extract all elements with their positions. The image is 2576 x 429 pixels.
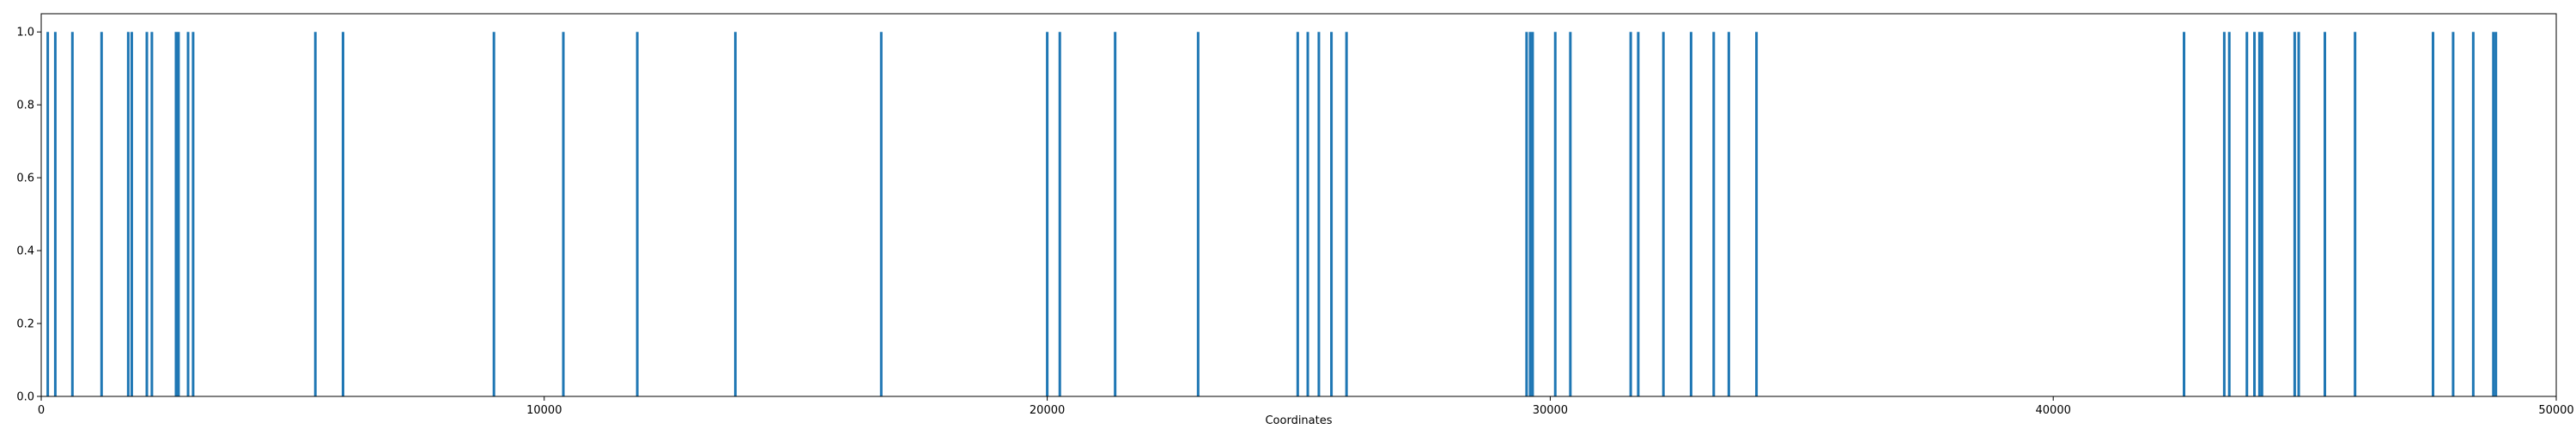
bar: [2227, 32, 2231, 397]
bar: [145, 32, 149, 397]
bar: [1306, 32, 1309, 397]
bar: [177, 32, 180, 397]
bar: [130, 32, 133, 397]
bar: [2324, 32, 2327, 397]
bar: [1317, 32, 1321, 397]
bar: [1531, 32, 1534, 397]
bar: [150, 32, 154, 397]
bar: [1046, 32, 1049, 397]
bar: [2431, 32, 2434, 397]
bar: [733, 32, 737, 397]
bar: [100, 32, 103, 397]
bar: [1196, 32, 1200, 397]
y-tick-label: 1.0: [16, 27, 34, 39]
bar: [1296, 32, 1299, 397]
bar: [2222, 32, 2226, 397]
x-axis-ticks: 0 10000 20000 30000 40000 50000: [38, 396, 2574, 417]
bar: [2253, 32, 2257, 397]
bar: [2492, 32, 2495, 397]
x-axis-label: Coordinates: [1265, 414, 1332, 427]
bar: [2245, 32, 2249, 397]
bar: [2260, 32, 2263, 397]
plot-frame: [40, 13, 2557, 397]
bar: [2451, 32, 2455, 397]
bar: [186, 32, 190, 397]
bar: [2183, 32, 2186, 397]
bar: [1058, 32, 1061, 397]
bar: [1662, 32, 1665, 397]
bar: [174, 32, 178, 397]
bar: [562, 32, 565, 397]
bar: [341, 32, 344, 397]
bar: [1528, 32, 1532, 397]
x-tick-label: 50000: [2538, 404, 2573, 417]
bars-layer: [46, 32, 2498, 397]
bar: [1712, 32, 1716, 397]
bar: [492, 32, 495, 397]
bar: [2257, 32, 2261, 397]
bar: [1755, 32, 1759, 397]
bar: [2494, 32, 2498, 397]
x-tick-label: 0: [38, 404, 45, 417]
bar: [1114, 32, 1117, 397]
bar: [879, 32, 883, 397]
y-tick-label: 0.6: [16, 172, 34, 185]
bar: [191, 32, 195, 397]
bar: [2297, 32, 2300, 397]
bar: [53, 32, 57, 397]
bar: [1330, 32, 1334, 397]
bar: [2293, 32, 2296, 397]
bar: [2354, 32, 2357, 397]
bar: [2471, 32, 2475, 397]
bar: [46, 32, 50, 397]
x-tick-label: 10000: [526, 404, 562, 417]
bar: [1345, 32, 1348, 397]
bar: [1629, 32, 1632, 397]
y-tick-label: 0.8: [16, 100, 34, 112]
bar: [1689, 32, 1692, 397]
bar: [126, 32, 130, 397]
bar: [1525, 32, 1528, 397]
bar: [1553, 32, 1557, 397]
y-tick-label: 0.2: [16, 318, 34, 331]
bar: [1569, 32, 1572, 397]
y-tick-label: 0.4: [16, 245, 34, 258]
bar: [70, 32, 74, 397]
bar: [1637, 32, 1640, 397]
y-axis-ticks: 0.0 0.2 0.4 0.6 0.8 1.0: [16, 27, 41, 404]
bar: [635, 32, 639, 397]
bar: [313, 32, 317, 397]
x-tick-label: 20000: [1030, 404, 1065, 417]
bar: [1727, 32, 1730, 397]
x-tick-label: 30000: [1533, 404, 1568, 417]
y-tick-label: 0.0: [16, 391, 34, 404]
x-tick-label: 40000: [2036, 404, 2071, 417]
